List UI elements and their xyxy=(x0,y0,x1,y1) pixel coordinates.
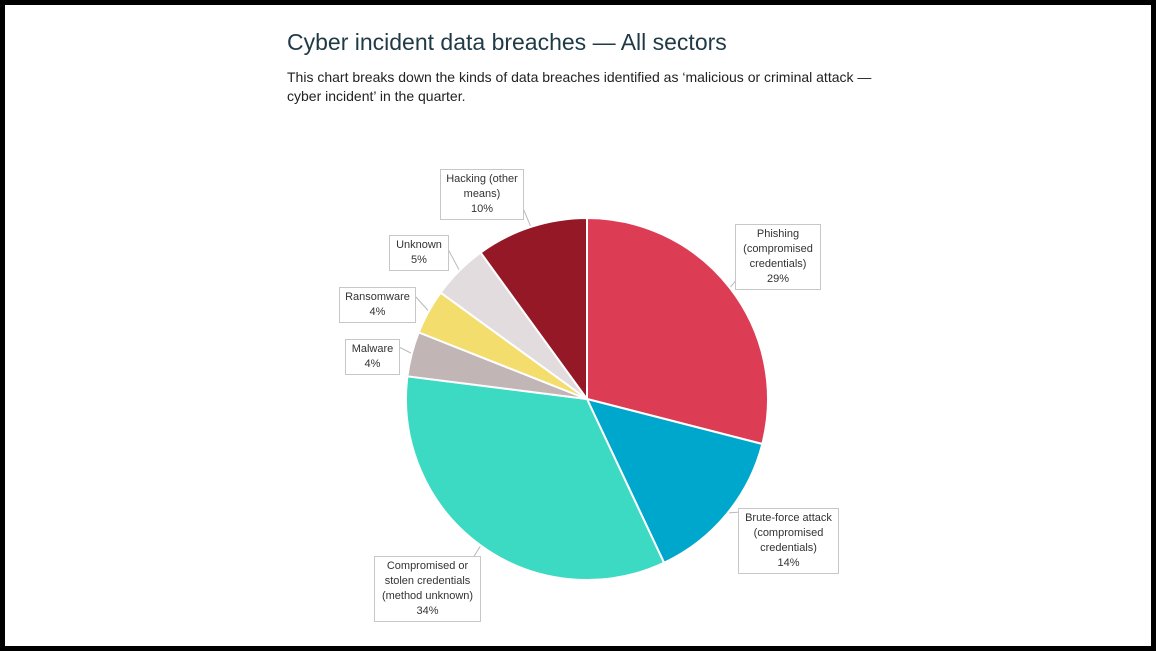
callout-malware: Malware 4% xyxy=(345,339,400,375)
callout-compromised-line-3: (method unknown) xyxy=(381,590,474,602)
callout-brute-force-line-2: (compromised xyxy=(753,527,824,539)
callout-ransomware-value: 4% xyxy=(369,306,386,318)
callout-phishing-line-3: credentials) xyxy=(749,258,807,270)
pie-slice-brute-force xyxy=(586,398,764,564)
callout-ransomware: Ransomware 4% xyxy=(339,287,416,323)
pie-slice-hacking-other xyxy=(479,217,588,400)
callout-compromised-line-2: stolen credentials xyxy=(384,575,471,587)
chart-title: Cyber incident data breaches — All secto… xyxy=(287,29,727,55)
callout-unknown-line-1: Unknown xyxy=(396,239,442,251)
pie-slice-phishing xyxy=(586,217,769,446)
pie-slices xyxy=(405,217,769,581)
callout-malware-line-1: Malware xyxy=(351,343,394,355)
callout-hacking-value: 10% xyxy=(470,203,494,215)
leader-line-ransomware xyxy=(414,295,431,314)
callout-unknown-value: 5% xyxy=(411,254,427,266)
pie-slice-compromised-credentials xyxy=(405,375,666,581)
callout-compromised-value: 34% xyxy=(416,605,439,617)
callout-ransomware-line-1: Ransomware xyxy=(345,291,410,303)
callout-malware-value: 4% xyxy=(364,358,381,370)
callout-hacking-line-1: Hacking (other xyxy=(446,173,518,185)
leader-line-unknown xyxy=(447,248,461,273)
callout-phishing: Phishing (compromised credentials) 29% xyxy=(735,224,821,290)
callout-unknown: Unknown 5% xyxy=(389,235,449,271)
chart-description: This chart breaks down the kinds of data… xyxy=(287,69,872,104)
callout-compromised-credentials: Compromised or stolen credentials (metho… xyxy=(374,556,481,622)
callout-phishing-line-2: (compromised xyxy=(743,243,813,255)
callout-brute-force-value: 14% xyxy=(777,557,800,569)
callout-phishing-line-1: Phishing xyxy=(756,228,800,240)
callout-compromised-line-1: Compromised or xyxy=(386,560,469,572)
callout-brute-force-line-1: Brute-force attack xyxy=(745,512,832,524)
chart-panel: Cyber incident data breaches — All secto… xyxy=(5,5,1151,646)
pie-chart xyxy=(398,200,769,581)
callout-brute-force-line-3: credentials) xyxy=(760,542,817,554)
callout-phishing-value: 29% xyxy=(766,273,790,285)
callout-brute-force: Brute-force attack (compromised credenti… xyxy=(738,508,839,574)
callout-hacking-line-2: means) xyxy=(463,188,501,200)
callout-hacking-other: Hacking (other means) 10% xyxy=(440,169,524,220)
